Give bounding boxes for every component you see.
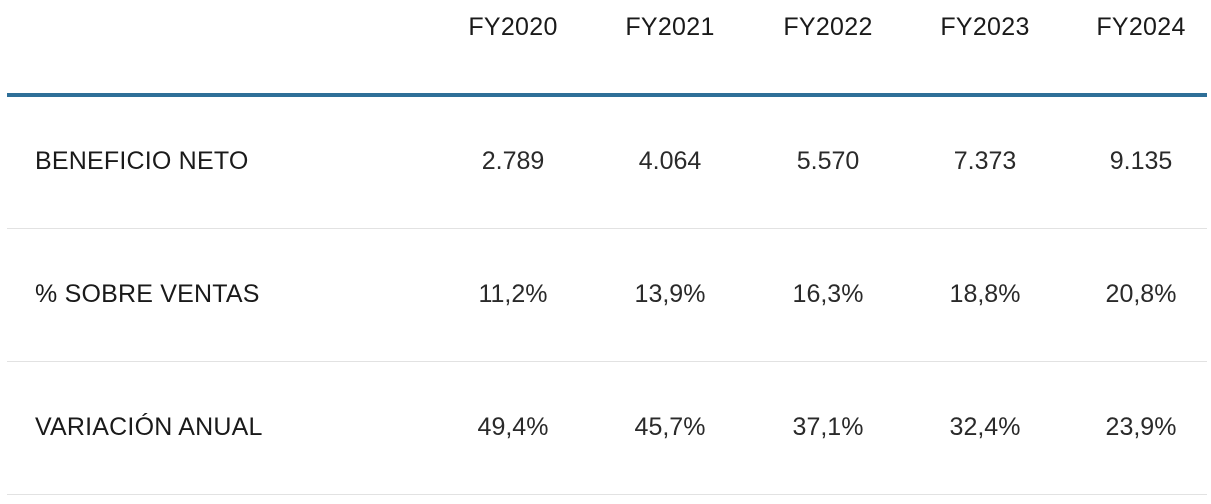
table-cell: 32,4% (949, 413, 1021, 441)
table-cell: 49,4% (477, 413, 549, 441)
table-cell: 4.064 (638, 147, 702, 175)
table-cell: 45,7% (634, 413, 706, 441)
table-row-variacion-anual: VARIACIÓN ANUAL 49,4% 45,7% 37,1% 32,4% … (7, 362, 1207, 495)
table-cell: 9.135 (1109, 147, 1173, 175)
table-cell: 5.570 (796, 147, 860, 175)
row-label: VARIACIÓN ANUAL (35, 413, 263, 441)
table-cell: 2.789 (481, 147, 545, 175)
table-cell: 11,2% (478, 280, 548, 308)
table-cell: 7.373 (953, 147, 1017, 175)
table-cell: 18,8% (949, 280, 1021, 308)
row-label: % SOBRE VENTAS (35, 280, 260, 308)
table-header: FY2020 FY2021 FY2022 FY2023 FY2024 (7, 0, 1207, 97)
column-header-fy2020: FY2020 (468, 13, 558, 41)
column-header-fy2021: FY2021 (625, 13, 715, 41)
column-header-fy2024: FY2024 (1096, 13, 1186, 41)
table-cell: 20,8% (1105, 280, 1177, 308)
column-header-fy2023: FY2023 (940, 13, 1030, 41)
table-cell: 37,1% (792, 413, 864, 441)
column-header-fy2022: FY2022 (783, 13, 873, 41)
table-cell: 16,3% (792, 280, 864, 308)
table-row-beneficio-neto: BENEFICIO NETO 2.789 4.064 5.570 7.373 9… (7, 97, 1207, 229)
table-cell: 23,9% (1105, 413, 1177, 441)
table-row-sobre-ventas: % SOBRE VENTAS 11,2% 13,9% 16,3% 18,8% 2… (7, 229, 1207, 362)
row-label: BENEFICIO NETO (35, 147, 249, 175)
financial-table: FY2020 FY2021 FY2022 FY2023 FY2024 BENEF… (7, 0, 1207, 495)
table-cell: 13,9% (634, 280, 706, 308)
